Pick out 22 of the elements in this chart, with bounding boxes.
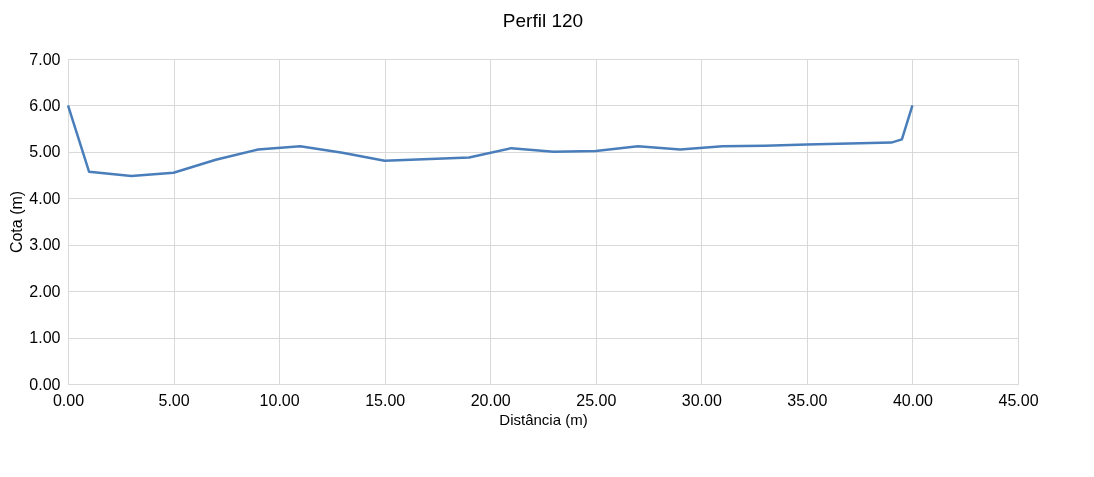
y-tick-label: 2.00 (29, 282, 61, 300)
x-tick-label: 0.00 (52, 391, 85, 409)
y-tick-label: 3.00 (29, 236, 61, 254)
x-tick-label: 25.00 (576, 391, 617, 409)
x-tick-label: 15.00 (365, 391, 406, 409)
y-tick-label: 1.00 (29, 329, 61, 347)
y-tick-label: 6.00 (29, 96, 61, 114)
y-tick-label: 4.00 (29, 189, 61, 207)
x-tick-label: 30.00 (681, 391, 722, 409)
x-tick-label: 45.00 (998, 391, 1039, 409)
x-tick-label: 40.00 (892, 391, 934, 409)
x-axis-title: Distância (m) (499, 410, 588, 428)
y-tick-label: 0.00 (29, 375, 61, 393)
x-tick-label: 5.00 (158, 391, 190, 409)
y-tick-label: 7.00 (29, 50, 61, 68)
x-tick-label: 20.00 (470, 391, 511, 409)
x-tick-label: 35.00 (787, 391, 828, 409)
x-tick-label: 10.00 (259, 391, 300, 409)
line-series (66, 104, 914, 178)
y-tick-label: 5.00 (29, 143, 61, 161)
y-axis-title: Cota (m) (8, 190, 26, 254)
chart-title: Perfil 120 (502, 10, 584, 31)
